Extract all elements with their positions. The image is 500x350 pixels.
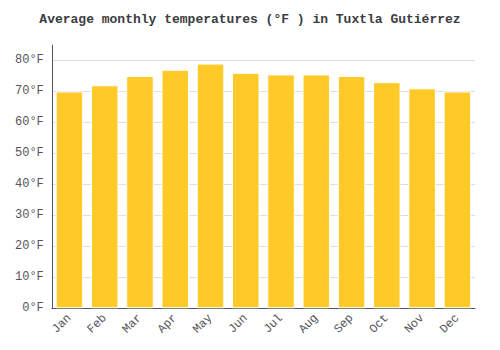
- svg-text:30°F: 30°F: [15, 208, 44, 222]
- svg-text:Nov: Nov: [402, 311, 427, 336]
- svg-text:0°F: 0°F: [22, 301, 44, 315]
- svg-text:Oct: Oct: [367, 311, 392, 336]
- svg-text:Jan: Jan: [49, 311, 74, 336]
- svg-text:10°F: 10°F: [15, 270, 44, 284]
- svg-text:Mar: Mar: [120, 311, 145, 336]
- svg-text:Average monthly temperatures (: Average monthly temperatures (°F ) in Tu…: [39, 12, 460, 27]
- svg-text:80°F: 80°F: [15, 53, 44, 67]
- svg-text:40°F: 40°F: [15, 177, 44, 191]
- svg-text:Dec: Dec: [437, 311, 462, 336]
- svg-text:50°F: 50°F: [15, 146, 44, 160]
- svg-text:60°F: 60°F: [15, 115, 44, 129]
- svg-text:May: May: [190, 311, 215, 336]
- svg-text:70°F: 70°F: [15, 84, 44, 98]
- svg-text:Aug: Aug: [296, 311, 321, 336]
- svg-text:Apr: Apr: [155, 311, 180, 336]
- svg-text:Jul: Jul: [261, 311, 286, 336]
- svg-text:Sep: Sep: [331, 311, 356, 336]
- svg-text:Jun: Jun: [226, 311, 251, 336]
- svg-text:20°F: 20°F: [15, 239, 44, 253]
- svg-text:Feb: Feb: [84, 311, 109, 336]
